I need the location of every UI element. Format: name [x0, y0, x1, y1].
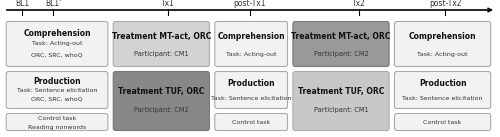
Text: Treatment TUF, ORC: Treatment TUF, ORC [298, 87, 384, 96]
Text: Task: Acting-out: Task: Acting-out [226, 52, 276, 57]
Text: post-Tx1: post-Tx1 [234, 0, 266, 8]
Text: Comprehension: Comprehension [23, 29, 91, 38]
Text: BL1: BL1 [15, 0, 29, 8]
Text: Comprehension: Comprehension [218, 32, 285, 41]
FancyBboxPatch shape [293, 72, 389, 131]
Text: Production: Production [419, 79, 467, 89]
Text: Production: Production [33, 77, 81, 86]
Text: Task: Sentence elicitation: Task: Sentence elicitation [211, 96, 292, 101]
FancyBboxPatch shape [113, 72, 210, 131]
Text: Participant: CM2: Participant: CM2 [314, 51, 368, 57]
FancyBboxPatch shape [394, 72, 490, 109]
Text: Participant: CM1: Participant: CM1 [134, 51, 188, 57]
Text: Treatment MT-act, ORC: Treatment MT-act, ORC [112, 32, 211, 41]
Text: Tx1: Tx1 [161, 0, 175, 8]
Text: Participant: CM1: Participant: CM1 [314, 107, 368, 113]
Text: Control task: Control task [38, 116, 76, 122]
Text: Task: Sentence elicitation: Task: Sentence elicitation [17, 88, 98, 92]
Text: BL1’: BL1’ [45, 0, 62, 8]
Text: Participant: CM2: Participant: CM2 [134, 107, 188, 113]
FancyBboxPatch shape [6, 22, 108, 66]
FancyBboxPatch shape [394, 113, 490, 131]
Text: Comprehension: Comprehension [409, 32, 476, 41]
Text: Treatment TUF, ORC: Treatment TUF, ORC [118, 87, 204, 96]
FancyBboxPatch shape [215, 22, 288, 66]
Text: Task: Sentence elicitation: Task: Sentence elicitation [402, 96, 483, 101]
FancyBboxPatch shape [6, 113, 108, 131]
Text: Task: Acting-out: Task: Acting-out [32, 42, 82, 46]
Text: ORC, SRC, whoQ: ORC, SRC, whoQ [31, 96, 83, 101]
Text: Treatment MT-act, ORC: Treatment MT-act, ORC [292, 32, 390, 41]
Text: Production: Production [228, 79, 275, 89]
Text: Control task: Control task [232, 121, 270, 125]
Text: Control task: Control task [424, 121, 462, 125]
FancyBboxPatch shape [113, 22, 210, 66]
FancyBboxPatch shape [215, 72, 288, 109]
Text: post-Tx2: post-Tx2 [429, 0, 462, 8]
Text: Tx2: Tx2 [352, 0, 366, 8]
FancyBboxPatch shape [293, 22, 389, 66]
Text: Reading nonwords: Reading nonwords [28, 125, 86, 129]
Text: ORC, SRC, whoQ: ORC, SRC, whoQ [31, 52, 83, 57]
Text: Task: Acting-out: Task: Acting-out [418, 52, 468, 57]
FancyBboxPatch shape [6, 72, 108, 109]
FancyBboxPatch shape [394, 22, 490, 66]
FancyBboxPatch shape [215, 113, 288, 131]
